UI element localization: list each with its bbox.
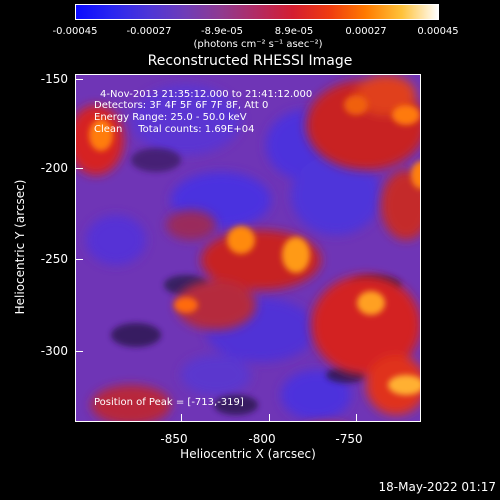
colorbar-tick-label: 8.9e-05 <box>274 26 314 37</box>
y-tick-mark <box>75 259 83 260</box>
x-tick-mark <box>356 414 357 422</box>
colorbar-tick-label: -8.9e-05 <box>201 26 243 37</box>
y-tick-label: -200 <box>40 161 68 175</box>
colorbar-tick-label: -0.00045 <box>52 26 98 37</box>
y-axis-label: Heliocentric Y (arcsec) <box>13 179 27 315</box>
y-tick-mark <box>75 79 83 80</box>
annotation-time-range: 4-Nov-2013 21:35:12.000 to 21:41:12.000 <box>100 89 313 100</box>
colorbar-tick-label: 0.00045 <box>417 26 459 37</box>
rhessi-image <box>75 74 421 422</box>
x-axis-label: Heliocentric X (arcsec) <box>180 447 316 461</box>
image-title: Reconstructed RHESSI Image <box>147 53 353 69</box>
y-tick-label: -300 <box>40 344 68 358</box>
x-tick-mark <box>181 414 182 422</box>
footer-timestamp: 18-May-2022 01:17 <box>378 480 496 494</box>
annotation-clean-counts: Clean Total counts: 1.69E+04 <box>94 124 255 135</box>
annotation-detectors: Detectors: 3F 4F 5F 6F 7F 8F, Att 0 <box>94 100 269 111</box>
colorbar-tick-label: 0.00027 <box>345 26 387 37</box>
y-tick-mark <box>75 168 83 169</box>
annotation-energy-range: Energy Range: 25.0 - 50.0 keV <box>94 112 247 123</box>
x-tick-mark <box>269 414 270 422</box>
x-tick-label: -850 <box>160 432 188 446</box>
colorbar-unit-label: (photons cm⁻² s⁻¹ asec⁻²) <box>193 39 323 50</box>
x-tick-label: -750 <box>335 432 363 446</box>
colorbar <box>75 4 439 20</box>
y-tick-label: -250 <box>40 252 68 266</box>
y-tick-mark <box>75 351 83 352</box>
y-tick-label: -150 <box>40 72 68 86</box>
colorbar-tick-label: -0.00027 <box>126 26 172 37</box>
annotation-peak-position: Position of Peak = [-713,-319] <box>94 397 244 408</box>
x-tick-label: -800 <box>248 432 276 446</box>
heatmap-image <box>76 75 420 421</box>
